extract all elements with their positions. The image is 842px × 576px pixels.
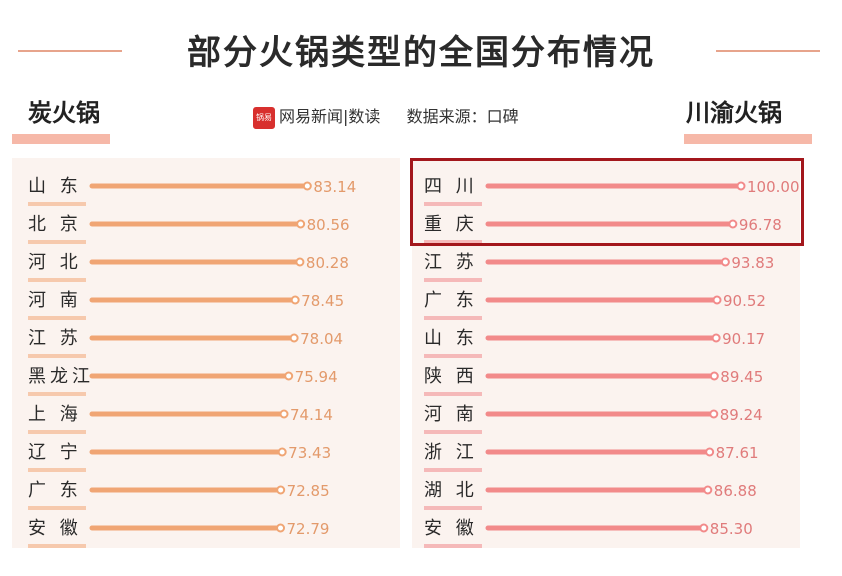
category-label: 山 东 bbox=[28, 176, 82, 197]
bar-end-marker bbox=[728, 219, 738, 229]
netease-logo: 锅易 bbox=[253, 106, 275, 129]
data-label: 86.88 bbox=[714, 482, 757, 500]
category-label: 辽 宁 bbox=[28, 442, 82, 463]
source-text: 数据来源：口碑 bbox=[406, 107, 519, 126]
data-label: 90.17 bbox=[722, 330, 765, 348]
source-brand: 网易新闻|数读 bbox=[279, 107, 381, 126]
category-label: 安 徽 bbox=[424, 518, 478, 539]
data-label: 74.14 bbox=[290, 406, 333, 424]
data-label: 78.04 bbox=[300, 330, 343, 348]
category-label: 广 东 bbox=[28, 480, 82, 501]
left-title-underline bbox=[12, 134, 110, 144]
bar-end-marker bbox=[712, 295, 722, 305]
bar-end-marker bbox=[703, 485, 713, 495]
left-chart-title: 炭火锅 bbox=[28, 99, 100, 127]
data-label: 100.00 bbox=[747, 178, 800, 196]
source-row: 锅易 网易新闻|数读 数据来源：口碑 bbox=[253, 104, 519, 130]
bar-end-marker bbox=[284, 371, 294, 381]
data-label: 87.61 bbox=[716, 444, 759, 462]
data-label: 80.28 bbox=[306, 254, 349, 272]
bar-end-marker bbox=[289, 333, 299, 343]
bar-end-marker bbox=[709, 371, 719, 381]
category-label: 北 京 bbox=[28, 214, 82, 235]
data-label: 73.43 bbox=[288, 444, 331, 462]
data-label: 75.94 bbox=[295, 368, 338, 386]
bar-end-marker bbox=[296, 219, 306, 229]
data-label: 90.52 bbox=[723, 292, 766, 310]
data-label: 85.30 bbox=[710, 520, 753, 538]
data-label: 93.83 bbox=[731, 254, 774, 272]
data-label: 78.45 bbox=[301, 292, 344, 310]
category-label: 浙 江 bbox=[424, 442, 478, 463]
title-rule-left bbox=[18, 50, 122, 52]
category-label: 广 东 bbox=[424, 290, 478, 311]
title-rule-right bbox=[716, 50, 820, 52]
bar-end-marker bbox=[295, 257, 305, 267]
category-label: 河 南 bbox=[424, 404, 478, 425]
category-label: 黑龙江 bbox=[28, 366, 94, 387]
bar-end-marker bbox=[720, 257, 730, 267]
bar-end-marker bbox=[711, 333, 721, 343]
bar-end-marker bbox=[709, 409, 719, 419]
category-label: 上 海 bbox=[28, 404, 82, 425]
category-label: 山 东 bbox=[424, 328, 478, 349]
bar-end-marker bbox=[705, 447, 715, 457]
category-label: 四 川 bbox=[424, 176, 478, 197]
category-label: 河 南 bbox=[28, 290, 82, 311]
data-label: 80.56 bbox=[307, 216, 350, 234]
data-label: 83.14 bbox=[313, 178, 356, 196]
data-label: 72.79 bbox=[287, 520, 330, 538]
category-label: 安 徽 bbox=[28, 518, 82, 539]
highlight-box bbox=[410, 158, 804, 246]
data-label: 89.24 bbox=[720, 406, 763, 424]
page-title: 部分火锅类型的全国分布情况 bbox=[187, 33, 655, 73]
bar-end-marker bbox=[276, 485, 286, 495]
bar-end-marker bbox=[699, 523, 709, 533]
bar-end-marker bbox=[276, 523, 286, 533]
data-label: 72.85 bbox=[287, 482, 330, 500]
bar-end-marker bbox=[279, 409, 289, 419]
bar-end-marker bbox=[736, 181, 746, 191]
bar-end-marker bbox=[302, 181, 312, 191]
data-label: 96.78 bbox=[739, 216, 782, 234]
category-label: 江 苏 bbox=[28, 328, 82, 349]
right-title-underline bbox=[684, 134, 812, 144]
category-label: 重 庆 bbox=[424, 214, 478, 235]
category-label: 湖 北 bbox=[424, 480, 478, 501]
category-label: 河 北 bbox=[28, 252, 82, 273]
bar-end-marker bbox=[277, 447, 287, 457]
category-label: 陕 西 bbox=[424, 366, 478, 387]
category-label: 江 苏 bbox=[424, 252, 478, 273]
data-label: 89.45 bbox=[720, 368, 763, 386]
title-row: 部分火锅类型的全国分布情况 bbox=[0, 28, 842, 78]
right-chart-title: 川渝火锅 bbox=[686, 99, 782, 127]
bar-end-marker bbox=[290, 295, 300, 305]
